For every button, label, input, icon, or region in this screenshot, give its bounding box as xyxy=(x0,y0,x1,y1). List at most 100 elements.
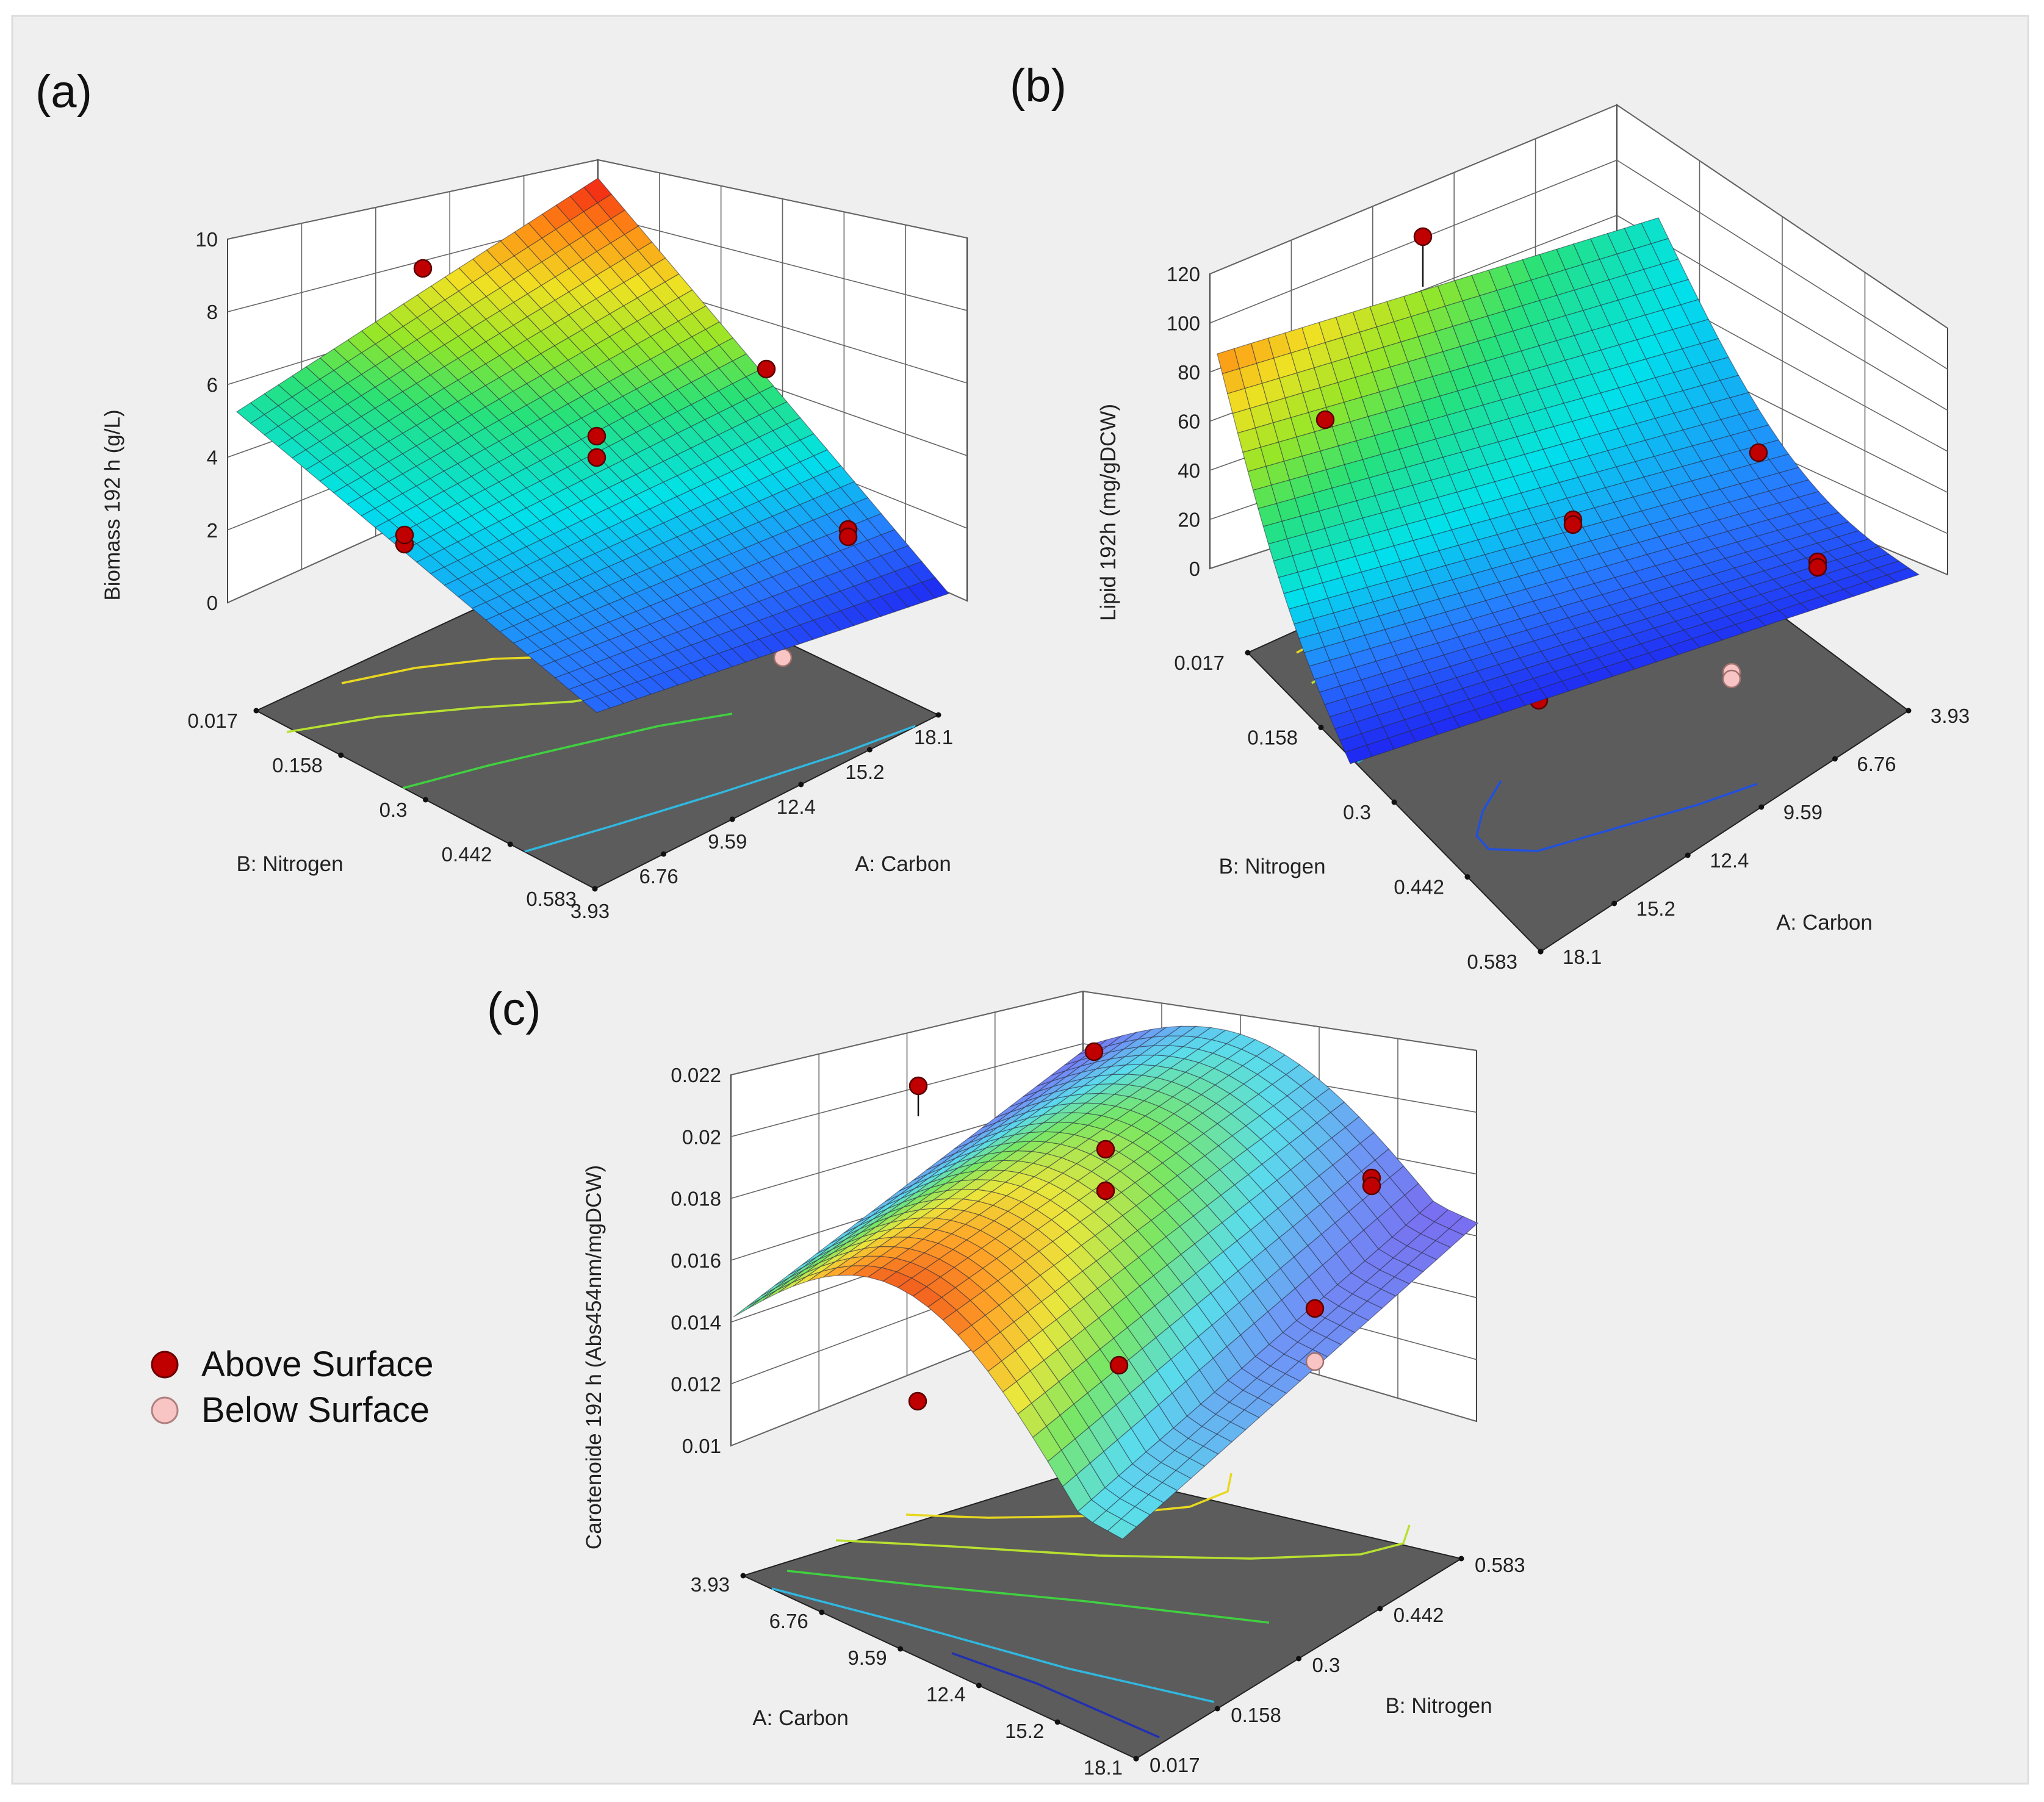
plot-a-y-axis-label: B: Nitrogen xyxy=(236,852,343,876)
plot-c-x-tick-label: 12.4 xyxy=(926,1683,965,1706)
plot-b-x-tick-mark xyxy=(1685,852,1691,858)
plot-b-zgrid-line xyxy=(1209,104,1618,275)
plot-c-y-tick-mark xyxy=(1214,1706,1220,1712)
plot-c-point-above xyxy=(1096,1140,1115,1159)
plot-b-z-tick-label: 0 xyxy=(1189,558,1200,580)
plot-c-z-tick-label: 0.012 xyxy=(671,1373,721,1396)
legend: Above Surface Below Surface xyxy=(151,1344,433,1430)
plot-a-point-above xyxy=(838,527,858,547)
plot-c-y-tick-mark xyxy=(1458,1556,1464,1562)
plot-c-point-above xyxy=(909,1076,928,1096)
plot-c-point-above xyxy=(1305,1299,1325,1318)
plot-b-x-tick-mark xyxy=(1758,804,1765,810)
plot-a-x-axis-label: A: Carbon xyxy=(855,852,951,876)
plot-c-y-tick-label: 0.158 xyxy=(1231,1704,1281,1726)
plot-b-x-tick-mark xyxy=(1905,708,1912,714)
plot-c-y-axis-label: B: Nitrogen xyxy=(1385,1694,1492,1718)
plot-b-x-tick-label: 6.76 xyxy=(1857,753,1896,775)
plot-b-z-tick-label: 80 xyxy=(1178,361,1200,384)
plot-b-x-tick-label: 18.1 xyxy=(1563,946,1602,968)
plot-c-surface-cell xyxy=(1448,1216,1479,1236)
plot-c-x-axis-label: A: Carbon xyxy=(752,1706,849,1730)
plot-b-z-axis-label: Lipid 192h (mg/gDCW) xyxy=(1096,404,1120,621)
plot-a-z-axis-label: Biomass 192 h (g/L) xyxy=(101,409,124,600)
legend-marker-below xyxy=(151,1396,179,1424)
plot-a-point-above xyxy=(395,525,414,545)
plot-b-point-above xyxy=(1808,558,1827,577)
plot-c-x-tick-label: 15.2 xyxy=(1005,1720,1044,1742)
plot-c-x-tick-label: 6.76 xyxy=(769,1610,808,1632)
plot-b-x-tick-mark xyxy=(1832,756,1838,762)
plot-b-y-tick-mark xyxy=(1538,949,1544,955)
plot-c-panel-label: (c) xyxy=(487,983,541,1035)
plot-b-surface xyxy=(1217,217,1920,764)
plot-b-x-axis-label: A: Carbon xyxy=(1776,911,1873,935)
plot-b-y-tick-mark xyxy=(1464,874,1470,880)
plot-a-surface-cell xyxy=(921,577,950,599)
plot-c-point-above xyxy=(908,1391,927,1411)
plot-c-z-axis-label: Carotenoide 192 h (Abs454nm/mgDCW) xyxy=(582,1165,606,1549)
plot-a-y-tick-label: 0.017 xyxy=(187,709,238,732)
plot-a-x-tick-label: 15.2 xyxy=(845,761,884,783)
plot-b-y-tick-label: 0.017 xyxy=(1174,652,1225,674)
plot-a-y-tick-mark xyxy=(423,797,428,803)
plot-a-x-tick-label: 9.59 xyxy=(708,830,747,853)
plot-b-x-tick-label: 12.4 xyxy=(1710,849,1749,872)
legend-marker-above xyxy=(151,1351,179,1379)
plot-b-point-above xyxy=(1563,515,1583,534)
plot-c-y-tick-label: 0.017 xyxy=(1150,1754,1200,1776)
plot-b-z-tick-label: 100 xyxy=(1167,312,1200,335)
plot-a-z-tick-label: 2 xyxy=(207,519,218,542)
plot-a-x-tick-mark xyxy=(798,781,804,788)
plot-c-x-tick-mark xyxy=(740,1573,746,1579)
plot-b-y-tick-label: 0.3 xyxy=(1343,801,1371,824)
plot-c-x-tick-mark xyxy=(976,1682,982,1689)
plot-c-contour-line xyxy=(951,1652,1160,1739)
plot-c-x-tick-mark xyxy=(1054,1719,1060,1725)
plot-b-point-above xyxy=(1749,443,1768,462)
plot-b-panel-label: (b) xyxy=(1010,60,1067,112)
plot-b-z-tick-label: 40 xyxy=(1178,459,1200,482)
plot-c-x-tick-label: 18.1 xyxy=(1084,1756,1123,1779)
plot-b-y-tick-label: 0.442 xyxy=(1394,876,1444,899)
plot-b-point-below xyxy=(1722,669,1741,689)
plot-c-y-tick-mark xyxy=(1377,1606,1383,1612)
plot-b-y-tick-mark xyxy=(1318,725,1324,730)
plot-a-x-tick-label: 6.76 xyxy=(639,865,678,888)
plot-b-lipid: 0 20 40 60 80 100 120 3.93 6.76 9.59 12.4 15.2 18.1 0… xyxy=(1010,60,1970,973)
plot-b-y-tick-label: 0.583 xyxy=(1467,950,1517,973)
plot-c-point-above xyxy=(1109,1355,1129,1375)
plot-c-y-tick-mark xyxy=(1296,1656,1301,1662)
plot-c-z-tick-label: 0.018 xyxy=(671,1188,721,1210)
plot-c-contour-line xyxy=(771,1587,1215,1703)
plot-a-y-tick-label: 0.158 xyxy=(272,754,323,777)
plot-a-biomass: 0 2 4 6 8 10 3.93 6.76 9.59 12.4 15.2 18.1 0.017 0.15… xyxy=(35,66,968,922)
plot-c-x-tick-mark xyxy=(898,1646,904,1652)
plot-a-contour-line xyxy=(524,725,916,853)
plot-a-panel-label: (a) xyxy=(35,66,92,118)
plot-c-contour-line xyxy=(835,1524,1411,1560)
plot-c-point-above xyxy=(1096,1181,1115,1201)
plot-c-y-tick-label: 0.583 xyxy=(1475,1554,1525,1576)
plot-b-surface-cell xyxy=(1886,567,1920,583)
plot-b-z-tick-label: 20 xyxy=(1178,509,1200,531)
plot-a-z-tick-label: 6 xyxy=(207,373,218,396)
plot-c-z-tick-label: 0.02 xyxy=(682,1125,721,1148)
plot-b-y-tick-mark xyxy=(1245,650,1251,656)
plot-b-x-tick-mark xyxy=(1611,900,1618,906)
plot-b-contour-line xyxy=(1475,780,1758,852)
plot-c-z-tick-label: 0.022 xyxy=(671,1064,721,1086)
plot-a-surface xyxy=(236,178,950,713)
plot-b-y-tick-mark xyxy=(1391,799,1397,805)
plot-a-point-above xyxy=(757,359,776,379)
plot-c-point-below xyxy=(1305,1352,1325,1371)
legend-label-above: Above Surface xyxy=(201,1344,433,1384)
plot-c-x-tick-label: 9.59 xyxy=(847,1646,887,1669)
plot-c-carotenoide: 0.01 0.012 0.014 0.016 0.018 0.02 0.022 3.93 6.7… xyxy=(487,983,1525,1779)
plot-a-y-tick-label: 0.442 xyxy=(442,843,492,866)
plot-a-contour-line xyxy=(341,656,531,684)
plot-c-contour-line xyxy=(786,1570,1270,1624)
plot-b-y-axis-label: B: Nitrogen xyxy=(1218,855,1325,878)
plot-a-x-tick-mark xyxy=(661,851,667,857)
